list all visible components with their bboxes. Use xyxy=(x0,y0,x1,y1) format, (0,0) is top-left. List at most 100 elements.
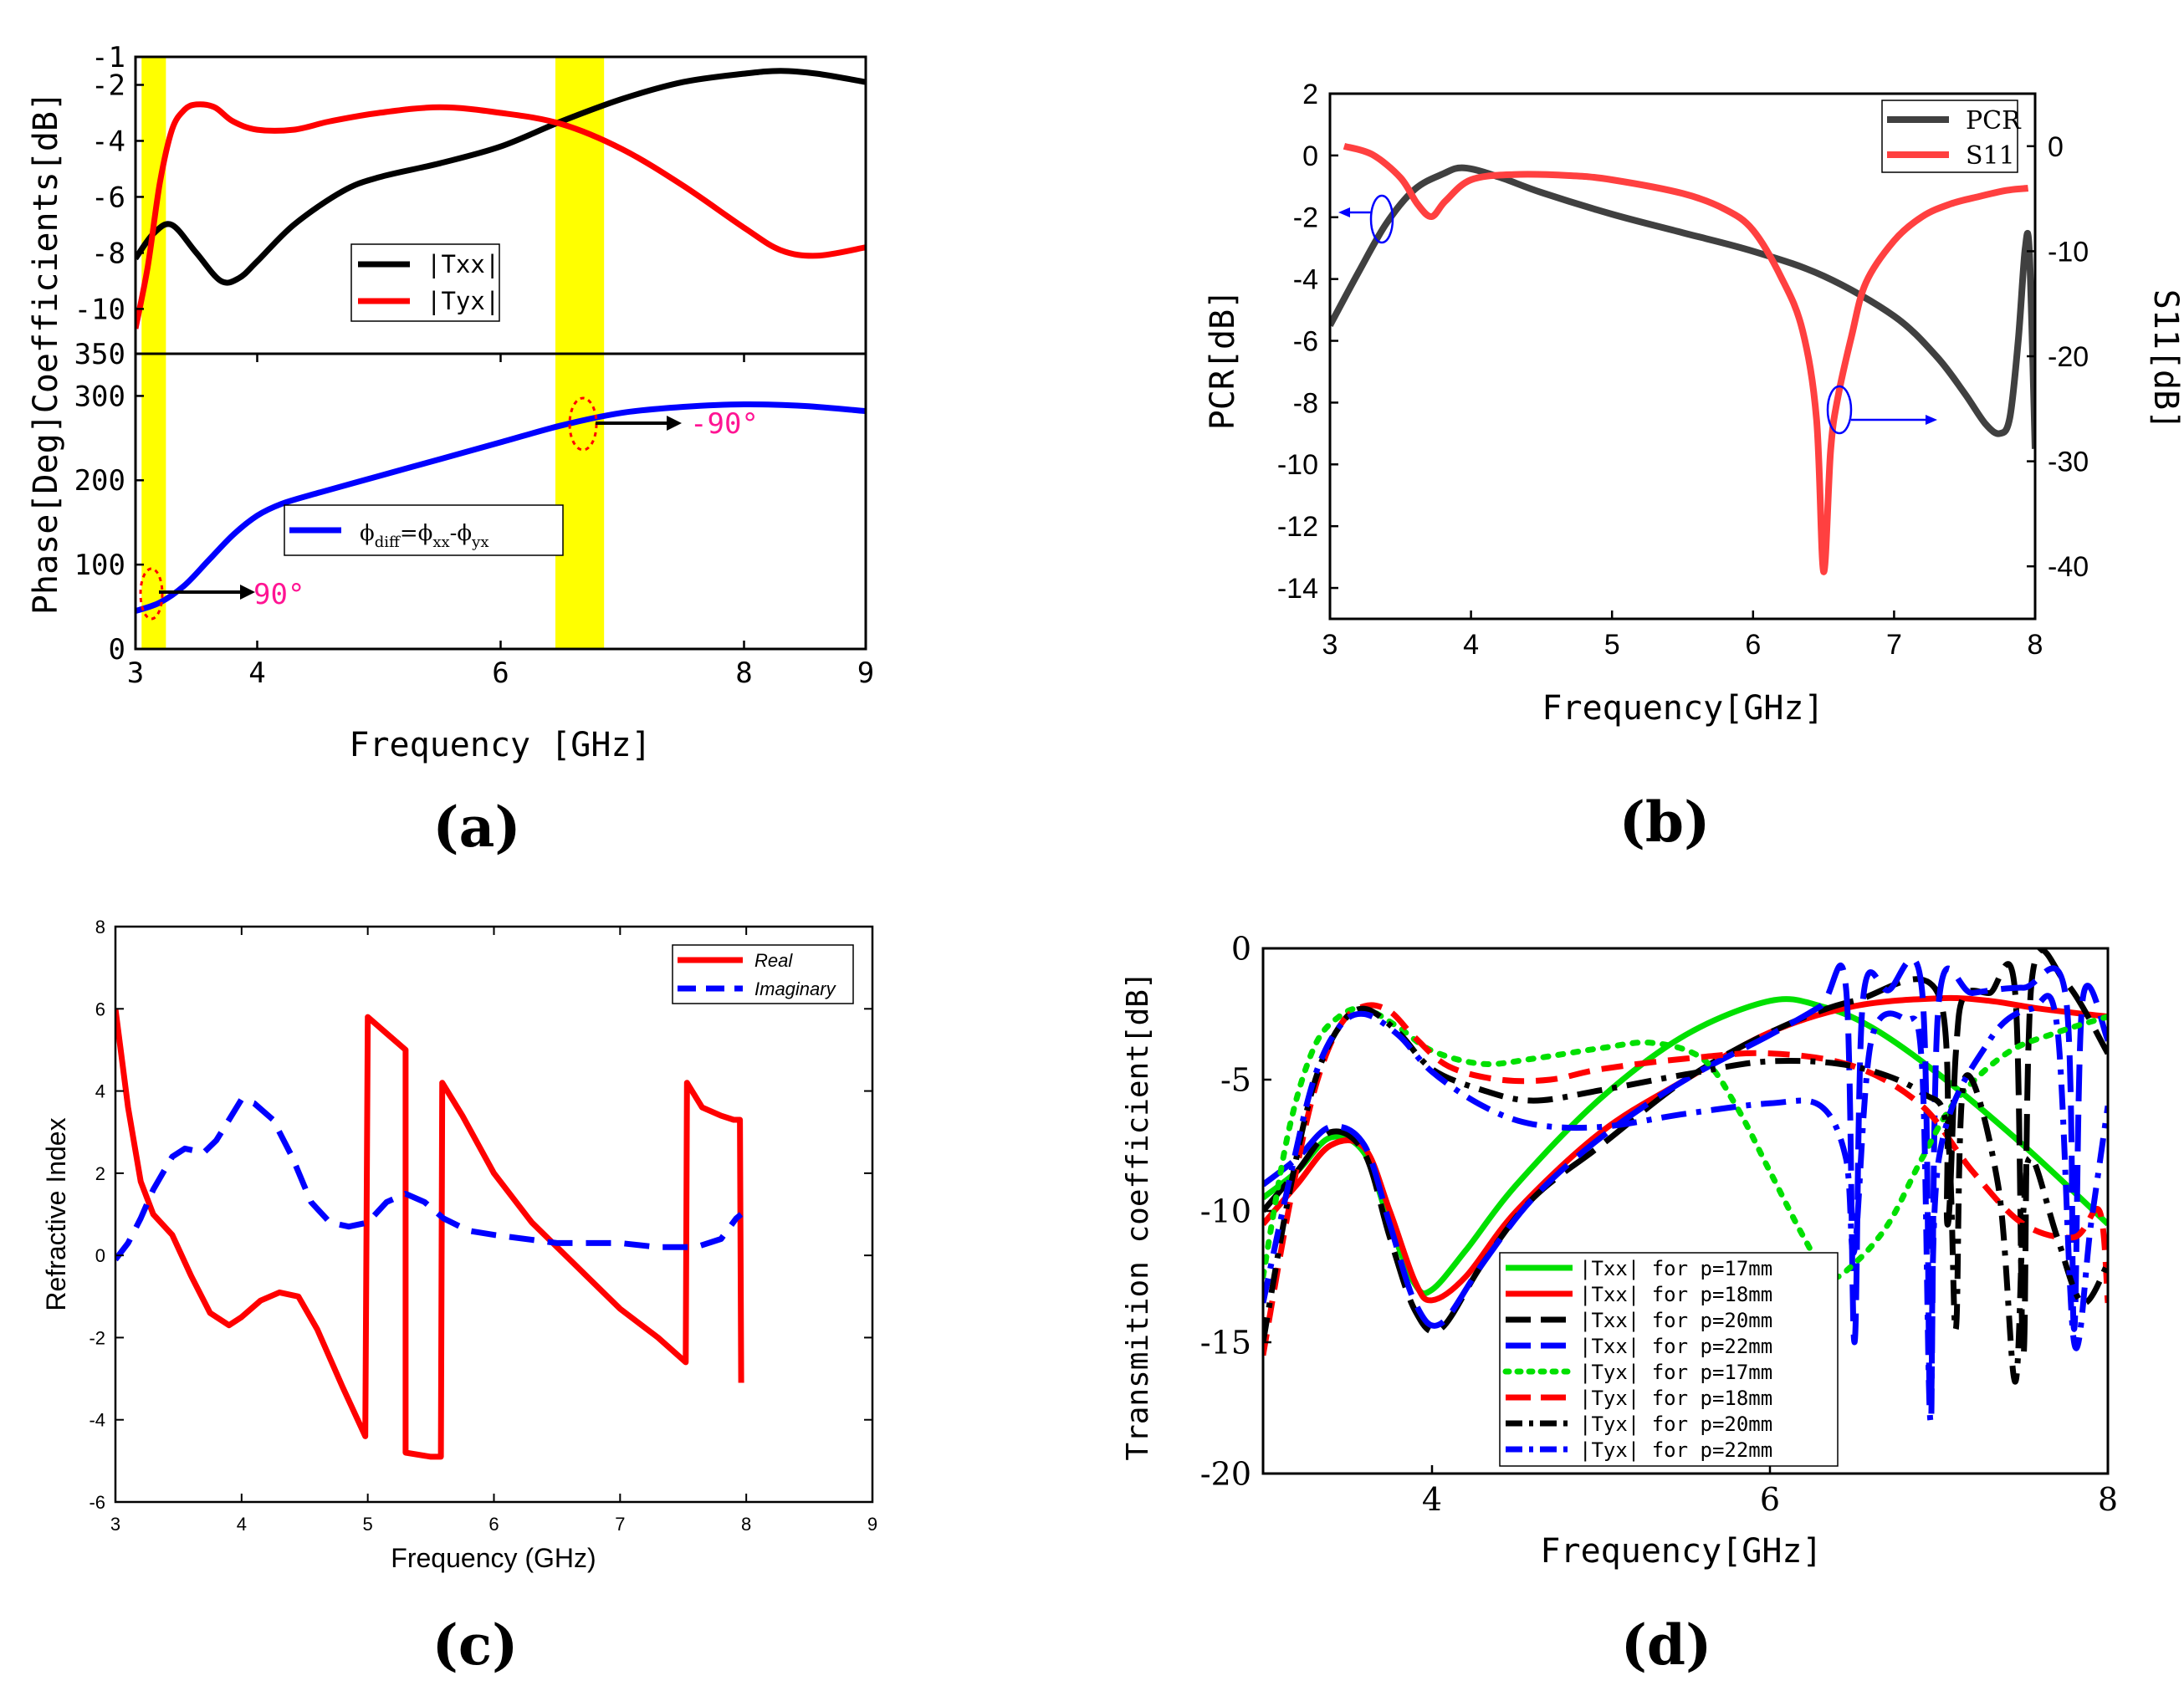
series-layer xyxy=(1330,142,2035,575)
panel-c: 3 4 5 6 7 8 9 8 6 4 2 0 -2 -4 -6 Real Imaginary Refrac… xyxy=(41,917,877,1678)
y-axis-label-left: PCR[dB] xyxy=(1204,289,1242,431)
y-tick-label: -12 xyxy=(1277,511,1318,543)
marker-ellipse xyxy=(1369,194,1394,244)
legend-label-txx-for-p-20mm: |Txx| for p=20mm xyxy=(1579,1309,1772,1332)
legend-label-s11: S11 xyxy=(1966,141,2015,171)
arrow-head xyxy=(240,585,255,600)
y-tick-label: 2 xyxy=(1302,79,1318,110)
legend-box xyxy=(350,243,500,322)
y-tick-label: 0 xyxy=(1302,140,1318,172)
annotation-90: 90° xyxy=(253,578,304,611)
legend-label-tyx: |Tyx| xyxy=(427,287,499,315)
annotations xyxy=(1338,194,1937,435)
x-tick-label: 6 xyxy=(1745,629,1761,661)
series-txx-for-p-22mm xyxy=(1263,956,2108,1412)
legend-box xyxy=(1881,100,2018,173)
series-layer xyxy=(115,1008,744,1460)
series-pcr xyxy=(1330,164,2035,449)
y-tick-label: 0 xyxy=(109,633,125,667)
x-tick-label: 4 xyxy=(248,656,265,690)
y-tick-label: -15 xyxy=(1200,1324,1251,1361)
panel-d: 4 6 80-5-10-15-20 |Txx| for p=17mm|Txx| fo… xyxy=(1121,930,2118,1678)
legend-label-txx-for-p-17mm: |Txx| for p=17mm xyxy=(1579,1257,1772,1280)
legend-bottom: ϕdiff=ϕxx-ϕyx xyxy=(284,504,564,556)
axis-ticks: 4 6 8 0 -5 -10 -15 -20 xyxy=(1200,930,2118,1518)
series-imaginary xyxy=(115,1096,744,1262)
y-tick-label: -2 xyxy=(89,1327,105,1348)
series-tyx-for-p-20mm xyxy=(1263,1005,2108,1385)
legend-label-txx: |Txx| xyxy=(427,250,499,278)
arrow-head xyxy=(1338,207,1350,217)
plot-frame xyxy=(114,925,874,1504)
x-tick-label: 9 xyxy=(857,656,874,690)
x-tick-label: 9 xyxy=(867,1514,877,1535)
x-tick-label: 6 xyxy=(488,1514,499,1535)
y-tick-label: -8 xyxy=(1293,387,1318,419)
series-layer xyxy=(136,68,866,614)
y-axis-label-right: S11[dB] xyxy=(2146,289,2184,431)
y-tick-label: -10 xyxy=(1277,449,1318,481)
y-tick-label: 4 xyxy=(95,1081,105,1102)
x-tick-label: 3 xyxy=(1322,629,1338,661)
series-phi-diff xyxy=(136,401,866,614)
annotations: 90° -90° xyxy=(139,396,759,621)
panel-label-d: (d) xyxy=(1621,1612,1712,1678)
axis-ticks: 3 4 5 6 7 8 2 0 -2 -4 -6 -8 -10 -12 -14 0 -10 -20 -30 -40 xyxy=(1277,79,2089,661)
y-axis-label: Refractive Index xyxy=(41,1117,71,1310)
series-s11 xyxy=(1343,142,2029,575)
y-tick-label: 300 xyxy=(74,380,125,413)
y-tick-label: -10 xyxy=(1200,1193,1251,1229)
x-tick-label: 6 xyxy=(1760,1481,1780,1518)
panel-label-a: (a) xyxy=(432,794,520,860)
panel-label-b: (b) xyxy=(1619,789,1711,855)
y-tick-label: -8 xyxy=(91,237,125,270)
y-tick-label: -10 xyxy=(74,293,125,326)
y-tick-label-right: -10 xyxy=(2048,236,2089,268)
x-tick-label: 4 xyxy=(1422,1481,1442,1518)
y-tick-label: -14 xyxy=(1277,573,1318,605)
y-tick-label: -4 xyxy=(91,125,125,158)
y-tick-label-right: -40 xyxy=(2048,551,2089,583)
legend-label-tyx-for-p-22mm: |Tyx| for p=22mm xyxy=(1579,1438,1772,1462)
x-tick-label: 8 xyxy=(2098,1481,2118,1518)
legend-label-pcr: PCR xyxy=(1966,106,2022,135)
y-tick-label-right: -20 xyxy=(2048,341,2089,373)
legend-label-txx-for-p-18mm: |Txx| for p=18mm xyxy=(1579,1283,1772,1306)
x-tick-label: 3 xyxy=(110,1514,120,1535)
y-tick-label: -6 xyxy=(1293,325,1318,357)
plot-frame-bottom xyxy=(134,352,867,651)
y-tick-label: 8 xyxy=(95,917,105,937)
series-txx xyxy=(136,68,866,286)
x-tick-label: 8 xyxy=(735,656,752,690)
legend-label-txx-for-p-22mm: |Txx| for p=22mm xyxy=(1579,1335,1772,1358)
legend-top: |Txx| |Tyx| xyxy=(350,243,500,322)
panel-label-c: (c) xyxy=(432,1612,519,1678)
legend-label-tyx-for-p-18mm: |Tyx| for p=18mm xyxy=(1579,1387,1772,1410)
arrow-head xyxy=(1926,415,1937,425)
y-tick-label: -2 xyxy=(91,69,125,102)
legend-label-tyx-for-p-17mm: |Tyx| for p=17mm xyxy=(1579,1361,1772,1384)
x-tick-label: 4 xyxy=(237,1514,247,1535)
y-axis-label: Phase[Deg]Coefficients[dB] xyxy=(27,91,65,615)
y-tick-label: -2 xyxy=(1293,202,1318,234)
panel-a: 3 4 6 8 9 -1-2 -4 -6 -8 -10 0 100 200 300 350 |Txx| |T… xyxy=(27,41,874,860)
y-tick-label: -6 xyxy=(89,1492,105,1513)
y-tick-label: 6 xyxy=(95,999,105,1019)
series-layer xyxy=(1263,948,2108,1425)
legend-label-imag: Imaginary xyxy=(754,978,837,999)
series-tyx xyxy=(136,101,866,329)
legend-label-real: Real xyxy=(754,950,793,971)
x-tick-label: 7 xyxy=(615,1514,625,1535)
legend: |Txx| for p=17mm |Txx| for p=18mm |Txx| fo… xyxy=(1499,1252,1839,1467)
y-tick-label: 200 xyxy=(74,464,125,498)
x-tick-label: 5 xyxy=(363,1514,373,1535)
x-axis-label: Frequency[GHz] xyxy=(1540,1532,1822,1571)
annotation-minus90: -90° xyxy=(690,407,759,441)
y-tick-label: 2 xyxy=(95,1163,105,1184)
y-tick-label: -4 xyxy=(89,1410,105,1431)
y-tick-label: -1 xyxy=(91,41,125,74)
x-axis-label: Frequency (GHz) xyxy=(391,1543,596,1573)
y-tick-label: 350 xyxy=(74,338,125,371)
x-tick-label: 5 xyxy=(1604,629,1620,661)
